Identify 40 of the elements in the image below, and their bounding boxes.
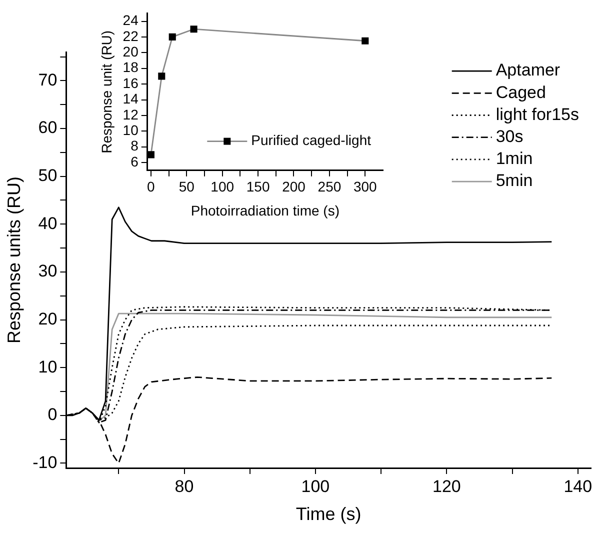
legend-label: light for15s bbox=[496, 104, 580, 124]
y-tick-label: 0 bbox=[48, 405, 58, 424]
y-tick-label: 60 bbox=[38, 118, 58, 138]
y-axis-title: Response units (RU) bbox=[4, 176, 24, 344]
y-tick-label: 20 bbox=[122, 44, 139, 60]
y-tick-label: 14 bbox=[122, 90, 139, 107]
x-tick-label: 50 bbox=[178, 178, 195, 195]
y-tick-label: 6 bbox=[130, 153, 139, 170]
x-tick-label: 300 bbox=[353, 178, 378, 195]
y-tick-label: 8 bbox=[130, 138, 139, 154]
x-tick-label: 140 bbox=[564, 476, 592, 496]
legend-label: Purified caged-light bbox=[251, 132, 372, 148]
x-tick-label: 250 bbox=[318, 178, 342, 195]
y-tick-label: 70 bbox=[38, 70, 58, 90]
x-tick-label: 120 bbox=[432, 476, 461, 496]
legend-label: 30s bbox=[496, 127, 524, 146]
legend-label: Aptamer bbox=[496, 60, 560, 80]
x-tick-label: 150 bbox=[246, 178, 270, 195]
y-tick-label: 40 bbox=[38, 214, 58, 233]
y-tick-label: 10 bbox=[122, 122, 139, 138]
y-axis-title: Response unit (RU) bbox=[98, 30, 114, 154]
legend-label: 1min bbox=[496, 149, 533, 168]
y-tick-label: -10 bbox=[32, 452, 58, 472]
x-tick-label: 0 bbox=[147, 178, 156, 195]
y-tick-label: 10 bbox=[38, 357, 58, 376]
y-tick-label: 30 bbox=[38, 262, 58, 281]
x-axis-title: Time (s) bbox=[296, 504, 362, 524]
y-tick-label: 20 bbox=[38, 309, 58, 328]
legend-label: Caged bbox=[496, 82, 546, 102]
x-axis-title: Photoirradiation time (s) bbox=[190, 202, 340, 218]
x-tick-label: 200 bbox=[282, 178, 306, 195]
y-tick-label: 12 bbox=[122, 106, 139, 122]
x-tick-label: 80 bbox=[174, 476, 194, 496]
y-tick-label: 16 bbox=[122, 74, 139, 91]
y-tick-label: 24 bbox=[122, 12, 139, 28]
y-tick-label: 22 bbox=[122, 28, 139, 44]
x-tick-label: 100 bbox=[301, 476, 330, 496]
legend-label: 5min bbox=[496, 171, 533, 190]
x-tick-label: 100 bbox=[210, 178, 234, 195]
y-tick-label: 18 bbox=[122, 59, 139, 76]
